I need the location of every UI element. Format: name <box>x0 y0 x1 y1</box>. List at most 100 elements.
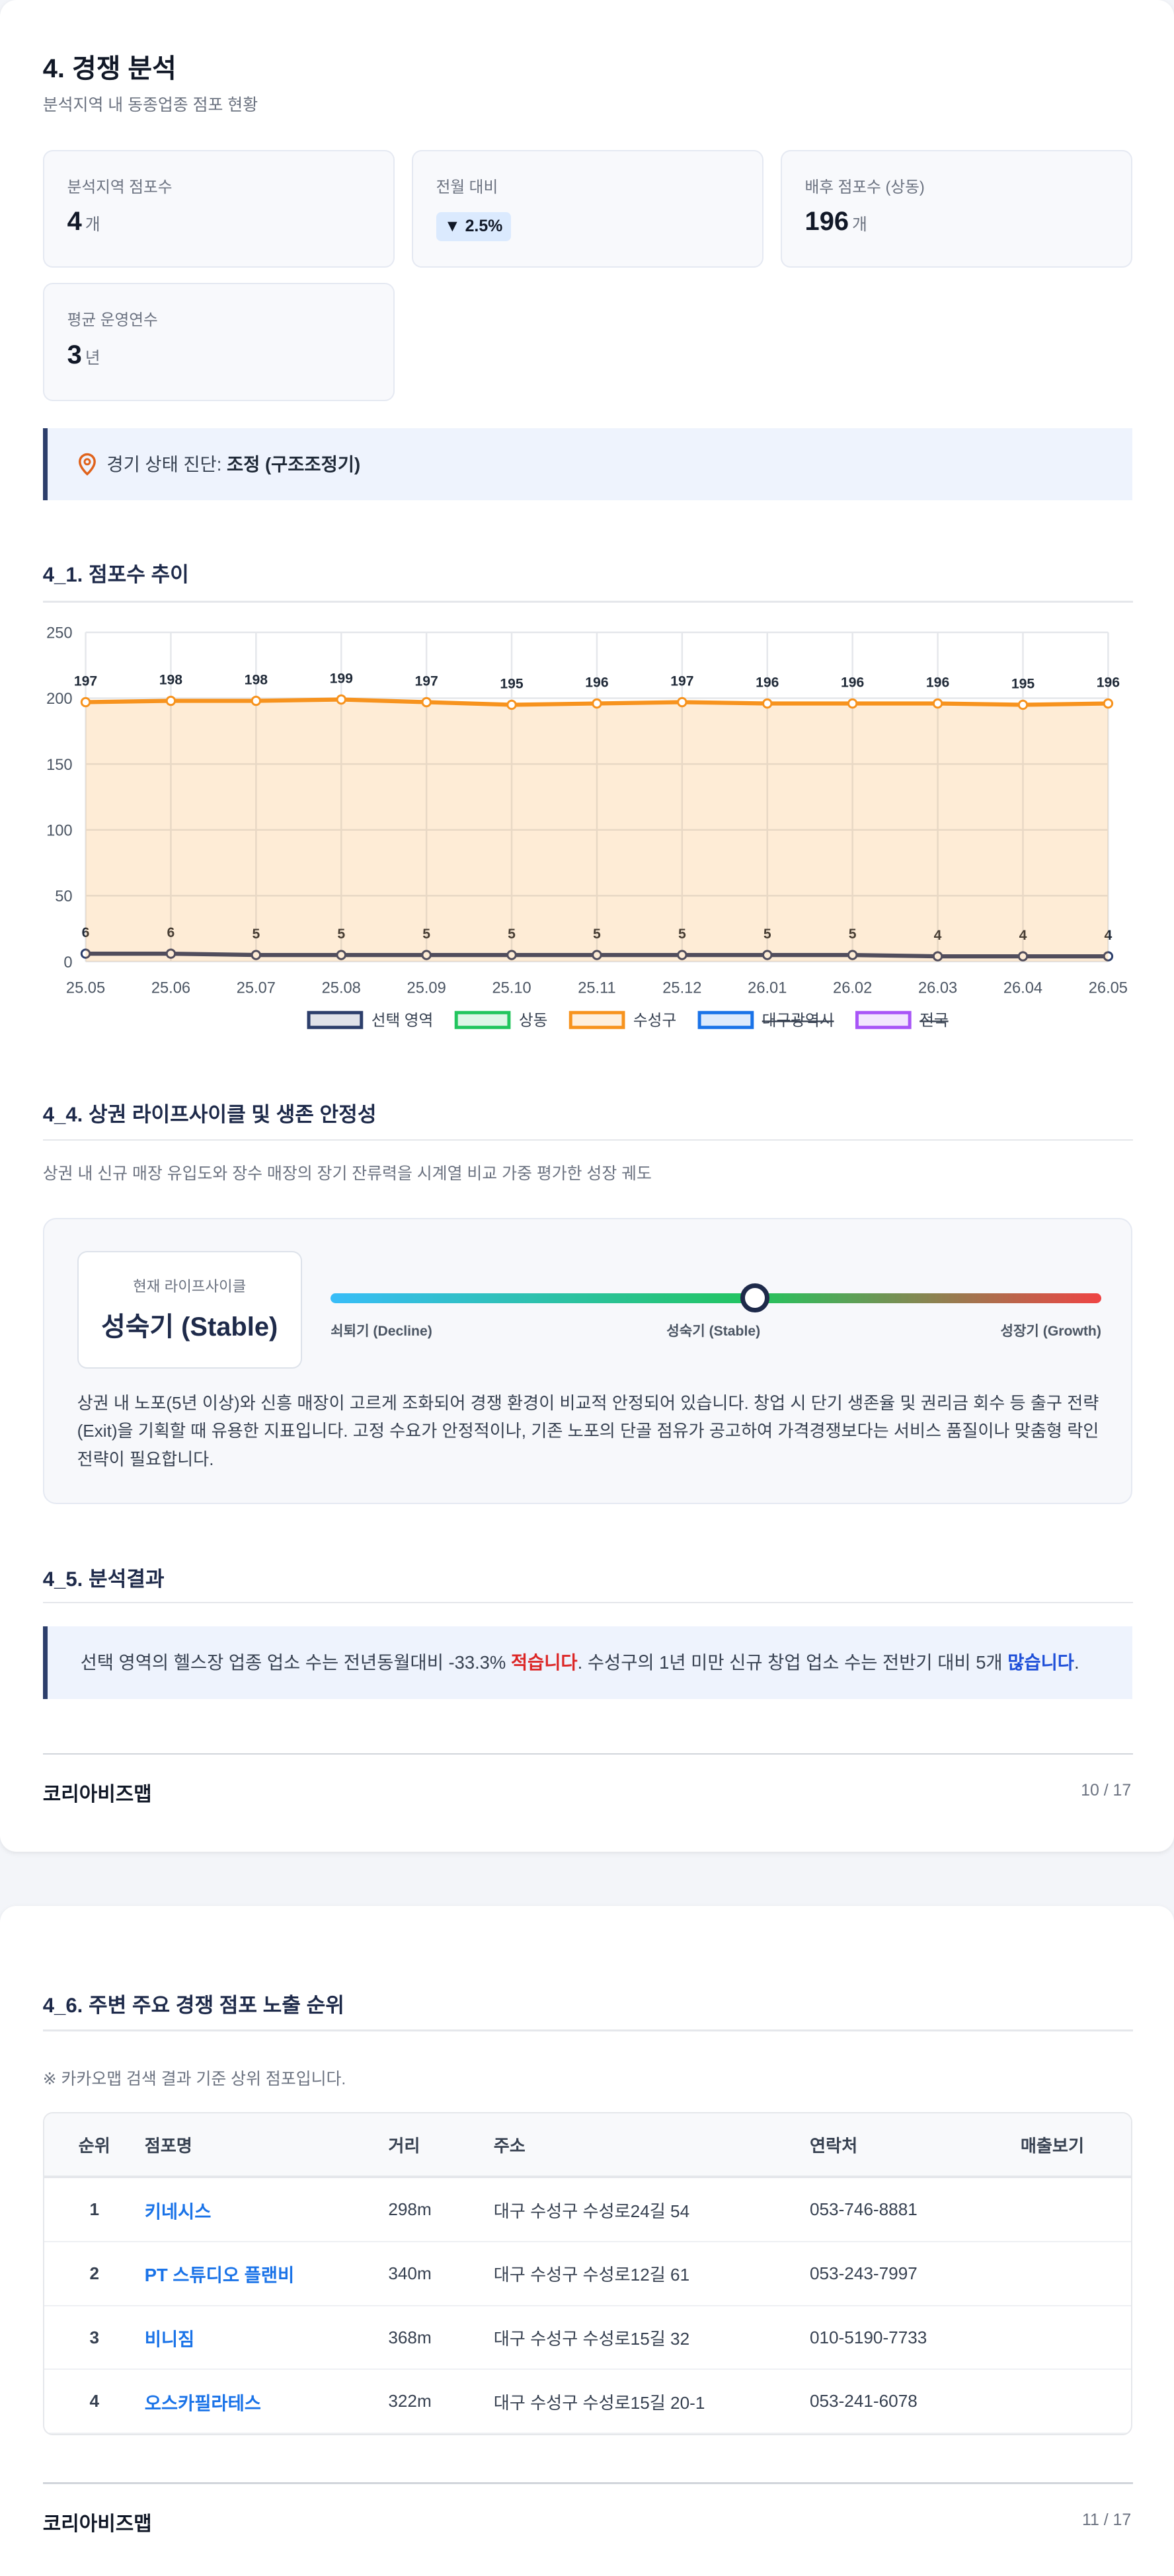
section-heading: 4_6. 주변 주요 경쟁 점포 노출 순위 <box>42 1993 344 2017</box>
unit: 개 <box>851 215 867 235</box>
divider <box>42 2482 1133 2484</box>
card-value: 성숙기 (Stable) <box>101 1312 278 1342</box>
data-label: 195 <box>500 676 524 691</box>
data-label: 6 <box>82 925 90 940</box>
page-card: 4_6. 주변 주요 경쟁 점포 노출 순위 ※ 카카오맵 검색 결과 기준 상… <box>0 1906 1174 2576</box>
data-label: 197 <box>670 673 693 689</box>
table-row: 2 PT 스튜디오 플랜비 340m 대구 수성구 수성로12길 61 053-243-… <box>44 2242 1131 2306</box>
note: ※ 카카오맵 검색 결과 기준 상위 점포입니다. <box>42 2070 346 2089</box>
value: 4 <box>67 207 82 237</box>
x-tick-label: 25.05 <box>66 979 105 997</box>
data-label: 195 <box>1011 676 1035 691</box>
data-label: 6 <box>167 925 175 940</box>
point <box>80 697 91 707</box>
lifecycle-card: 현재 라이프사이클 성숙기 (Stable) <box>77 1250 302 1369</box>
point <box>762 949 773 960</box>
page-card: 4. 경쟁 분석 분석지역 내 동종업종 점포 현황 분석지역 점포수 4 개 전월… <box>0 0 1174 1852</box>
lifecycle-marker <box>740 1283 770 1313</box>
point <box>1017 950 1029 962</box>
point <box>165 948 176 959</box>
legend-label: 수성구 <box>633 1012 676 1030</box>
point <box>421 949 432 960</box>
footer-brand: 코리아비즈맵 <box>42 1784 152 1806</box>
x-tick-label: 25.06 <box>151 979 190 997</box>
y-tick-label: 250 <box>46 625 72 642</box>
table-row: 3 비니짐 368m 대구 수성구 수성로15길 32 010-5190-7733 <box>44 2305 1131 2370</box>
store-name: 오스카필라테스 <box>144 2369 389 2435</box>
table-cell: 368m <box>388 2305 494 2370</box>
stat-badge: ▼ 2.5% <box>436 211 511 241</box>
table-cell: 3 <box>44 2305 145 2370</box>
stat-card: 전월 대비 ▼ 2.5% <box>411 149 763 268</box>
x-tick-label: 25.09 <box>407 979 446 997</box>
store-name: PT 스튜디오 플랜비 <box>144 2242 389 2306</box>
data-label: 5 <box>508 927 516 942</box>
x-tick-label: 26.01 <box>748 979 787 997</box>
data-label: 196 <box>926 675 949 690</box>
data-label: 5 <box>678 927 686 942</box>
table-wrap: 순위 점포명 거리 주소 연락처 매출보기 1 키네시스 298m 대구 수성구 수성로24길 5… <box>42 2111 1132 2436</box>
data-label: 4 <box>934 928 942 943</box>
point <box>336 949 346 960</box>
card-label: 현재 라이프사이클 <box>133 1278 247 1295</box>
divider <box>42 1753 1133 1755</box>
point <box>932 698 943 708</box>
header-cell: 주소 <box>493 2113 810 2179</box>
table-cell: 010-5190-7733 <box>809 2305 1021 2370</box>
x-tick-label: 25.11 <box>578 979 615 997</box>
header-cell: 거리 <box>388 2113 494 2179</box>
table-cell <box>1020 2305 1131 2370</box>
x-tick-label: 25.07 <box>237 979 276 997</box>
point <box>336 694 346 704</box>
table-cell: 053-241-6078 <box>809 2369 1021 2435</box>
table-cell <box>1020 2242 1131 2306</box>
data-label: 5 <box>849 927 857 942</box>
table-cell <box>1020 2369 1131 2435</box>
table-cell: 대구 수성구 수성로15길 20-1 <box>493 2369 810 2435</box>
y-tick-label: 50 <box>55 888 72 905</box>
result-box: 선택 영역의 헬스장 업종 업소 수는 전년동월대비 -33.3% 적습니다. … <box>42 1626 1133 1699</box>
data-label: 196 <box>841 675 864 690</box>
table-cell: 4 <box>44 2369 145 2435</box>
value: 196 <box>804 207 849 237</box>
x-tick-label: 25.12 <box>662 979 701 997</box>
diagnosis-box: 경기 상태 진단: 조정 (구조조정기) <box>42 428 1133 501</box>
table-cell: 대구 수성구 수성로15길 32 <box>493 2305 810 2370</box>
data-label: 4 <box>1104 928 1112 943</box>
table-cell: 2 <box>44 2242 145 2306</box>
data-label: 5 <box>763 927 771 942</box>
stat-label: 분석지역 점포수 <box>67 178 173 196</box>
table-cell <box>1020 2177 1131 2243</box>
point <box>677 949 687 960</box>
result-text: 선택 영역의 헬스장 업종 업소 수는 전년동월대비 -33.3% <box>80 1652 511 1673</box>
y-tick-label: 100 <box>46 822 72 839</box>
divider <box>42 2029 1133 2031</box>
data-label: 5 <box>337 927 345 942</box>
point <box>677 697 687 707</box>
point <box>506 699 517 710</box>
legend-swatch <box>307 1010 364 1029</box>
x-tick-label: 26.03 <box>918 979 957 997</box>
point <box>165 695 176 706</box>
point <box>506 949 517 960</box>
data-label: 197 <box>74 673 97 689</box>
data-label: 196 <box>1097 675 1120 690</box>
point <box>932 950 943 962</box>
data-label: 198 <box>159 672 183 687</box>
table-cell: 053-243-7997 <box>809 2242 1021 2306</box>
legend-label: 전국 <box>920 1012 949 1030</box>
divider <box>42 601 1133 603</box>
x-tick-label: 26.05 <box>1089 979 1128 997</box>
table-cell: 298m <box>388 2177 494 2243</box>
legend-label: 선택 영역 <box>372 1012 434 1030</box>
lifecycle-track <box>331 1293 1101 1304</box>
store-name: 비니짐 <box>144 2305 389 2370</box>
table-cell: 053-746-8881 <box>809 2177 1021 2243</box>
section-heading: 4_4. 상권 라이프사이클 및 생존 안정성 <box>42 1103 377 1127</box>
point <box>1017 699 1029 710</box>
stat-label: 배후 점포수 (상동) <box>804 178 925 196</box>
lifecycle-description: 상권 내 노포(5년 이상)와 신흥 매장이 고르게 조화되어 경쟁 환경이 비… <box>77 1392 1099 1469</box>
